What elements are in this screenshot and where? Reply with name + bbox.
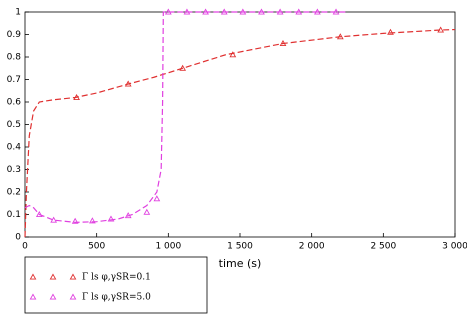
marker [73,93,80,101]
marker [71,217,79,224]
x-tick-label: 0 [22,242,28,252]
x-tick-label: 1 000 [155,242,181,252]
marker [164,8,172,15]
y-tick-label: 0.6 [7,98,22,108]
x-tick-label: 500 [88,242,105,252]
marker [124,212,132,219]
marker [202,8,209,15]
legend [24,256,208,314]
y-tick-label: 0.5 [7,120,21,130]
legend-marker [29,293,37,300]
marker [387,28,394,35]
y-tick-label: 0 [15,233,21,243]
y-tick-label: 0.1 [7,210,21,220]
marker [50,216,58,223]
series-line [24,11,348,223]
x-tick-label: 2 500 [370,242,396,252]
x-tick-label: 3 000 [442,242,467,252]
marker [229,51,237,58]
y-tick-label: 0.9 [7,30,22,40]
marker [107,215,115,222]
marker [314,8,321,15]
legend-label: Γ ls φ,γSR=5.0 [82,293,151,303]
plot-frame [24,11,456,238]
marker [124,80,132,87]
x-tick-label: 1 500 [227,242,253,252]
legend-marker [29,273,37,280]
y-tick-label: 1 [15,8,21,18]
series-line [24,28,456,238]
y-tick-label: 0.3 [7,165,21,175]
marker [295,8,303,15]
marker [89,217,96,224]
marker [143,208,151,215]
legend-marker [49,293,57,300]
legend-label: Γ ls φ,γSR=0.1 [82,273,151,283]
legend-marker [69,273,77,280]
marker [153,195,161,202]
marker [279,39,287,47]
marker [220,8,228,15]
marker [332,8,340,15]
marker [258,8,265,15]
x-axis-label: time (s) [219,257,262,270]
legend-marker [49,273,57,280]
marker [35,210,43,218]
marker [276,8,284,15]
marker [179,64,187,71]
y-tick-label: 0.4 [7,143,22,153]
y-tick-label: 0.7 [7,75,21,85]
x-tick-label: 2 000 [299,242,325,252]
marker [239,8,247,15]
marker [437,26,445,33]
marker [183,8,191,15]
legend-marker [69,293,77,300]
marker [336,33,344,40]
y-tick-label: 0.2 [7,188,21,198]
y-tick-label: 0.8 [7,53,22,63]
